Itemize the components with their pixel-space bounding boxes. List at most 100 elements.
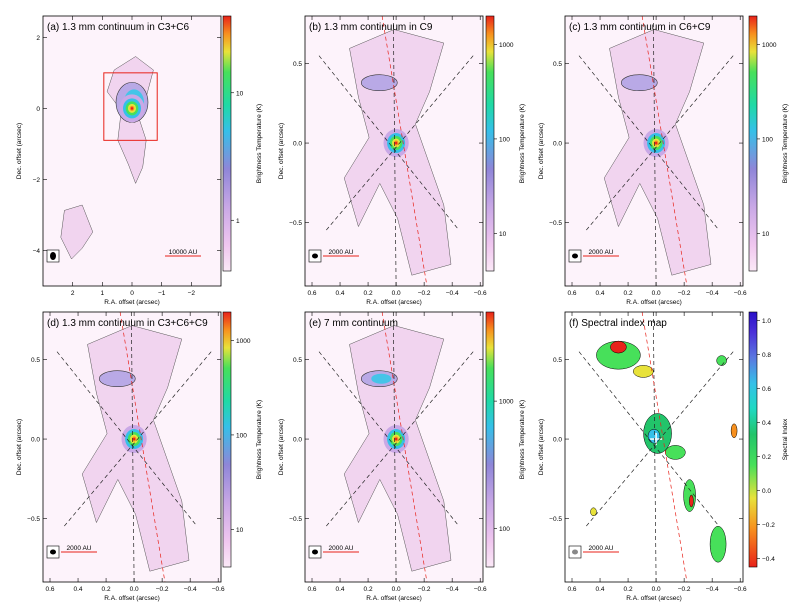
colorbar-tick-label: 0.6 [762,386,771,393]
cavity-dashed-line [392,311,397,583]
axes-frame [42,311,222,583]
spectral-index-patch [689,494,694,508]
beam-ellipse [312,549,318,555]
colorbar-tick-label: 0.2 [762,454,771,461]
y-tick-label: −2 [33,177,41,184]
cavity-dashed-line [325,55,474,231]
x-tick-label: 0.0 [652,586,661,593]
scalebar-label: 2000 AU [329,545,354,552]
x-tick-label: −0.4 [706,586,719,593]
spectral-index-patch [716,355,727,366]
colorbar-tick-label: 100 [499,136,510,143]
x-tick-label: 0.6 [567,290,576,297]
emission-lobe [98,370,136,388]
colorbar-tick-label: 1000 [762,42,777,49]
panel-a: 2 1 0 −1 −220−2−4R.A. offset (arcsec)Dec. of… [16,15,263,306]
x-tick-label: −0.2 [678,586,691,593]
colorbar-tick-label: 0.0 [762,488,771,495]
colorbar [485,311,495,568]
colorbar-label: Brightness Temperature (K) [782,104,789,183]
spectral-index-patch [633,365,654,378]
colorbar-tick-label: 10 [499,231,507,238]
y-tick-label: −0.5 [549,516,562,523]
colorbar-tick-label: 10 [236,527,244,534]
outflow-axis-line [641,15,688,287]
y-tick-label: 0.0 [553,437,562,444]
panel-title: (f) Spectral index map [569,318,667,329]
colorbar-tick-label: 10 [236,90,244,97]
x-tick-label: −0.6 [734,586,747,593]
emission-lobe [620,74,658,92]
emission-lobe [360,74,398,92]
x-tick-label: 0.6 [45,586,54,593]
spectral-index-patch [730,423,738,439]
x-tick-label: 0.0 [392,586,401,593]
x-tick-label: 0.6 [307,586,316,593]
panel-title: (b) 1.3 mm continuum in C9 [309,22,433,33]
colorbar-label: Spectral Index [782,418,789,460]
axes-frame [564,15,744,287]
scalebar-label: 10000 AU [169,249,198,256]
spectral-index-patch [590,507,597,517]
y-axis-label: Dec. offset (arcsec) [538,419,545,475]
y-tick-label: 0 [36,106,40,113]
axes-frame [304,311,484,583]
x-tick-label: −0.2 [418,586,431,593]
y-tick-label: −0.5 [289,220,302,227]
spectral-index-patch [647,428,661,444]
y-axis-label: Dec. offset (arcsec) [16,419,23,475]
colorbar-tick-label: 1.0 [762,318,771,325]
zoom-box [103,72,158,141]
emission-contour [60,204,94,260]
x-tick-label: 0.4 [596,290,605,297]
y-tick-label: 0.5 [553,61,562,68]
x-tick-label: 0.0 [130,586,139,593]
x-tick-label: 0.2 [364,290,373,297]
scalebar-label: 2000 AU [589,249,614,256]
x-tick-label: −0.6 [474,290,487,297]
x-axis-label: R.A. offset (arcsec) [366,299,422,306]
beam-ellipse [50,252,56,260]
spectral-index-patch [665,445,686,460]
panel-f: 0.6 0.4 0.2 0.0 −0.2 −0.4 −0.6 0.5 0.0 −0.5 R.A. o… [538,311,789,602]
colorbar-label: Brightness Temperature (K) [256,400,263,479]
x-axis-label: R.A. offset (arcsec) [104,299,160,306]
scalebar-label: 2000 AU [329,249,354,256]
outflow-axis-line [119,311,166,583]
cavity-dashed-line [130,311,135,583]
colorbar-tick-label: 100 [236,432,247,439]
core-contour [130,107,134,110]
y-tick-label: −0.5 [289,516,302,523]
cavity-dashed-line [325,351,474,527]
x-tick-label: −0.2 [418,290,431,297]
x-tick-label: 0.6 [307,290,316,297]
colorbar-tick-label: 1000 [236,338,251,345]
core-contour [132,437,136,441]
core-contour [394,141,398,145]
panel-title: (e) 7 mm continuum [309,318,398,329]
y-axis-label: Dec. offset (arcsec) [538,123,545,179]
colorbar [748,15,758,272]
cavity-dashed-line [578,351,720,527]
x-tick-label: 0.2 [102,586,111,593]
colorbar-tick-label: −0.4 [762,556,775,563]
x-tick-label: −0.6 [734,290,747,297]
outflow-axis-line [381,15,428,287]
y-tick-label: 0.0 [293,141,302,148]
y-axis-label: Dec. offset (arcsec) [278,419,285,475]
cavity-dashed-line [392,15,397,287]
colorbar-tick-label: 1000 [499,399,514,406]
panel-title: (d) 1.3 mm continuum in C3+C6+C9 [47,318,208,329]
colorbar-tick-label: −0.2 [762,522,775,529]
beam-ellipse [50,549,56,555]
y-tick-label: −0.5 [549,220,562,227]
cavity-dashed-line [578,55,720,231]
panel-title: (a) 1.3 mm continuum in C3+C6 [47,22,189,33]
colorbar-tick-label: 100 [762,136,773,143]
x-axis-label: R.A. offset (arcsec) [104,595,160,602]
x-tick-label: 0.4 [596,586,605,593]
x-tick-label: 0.4 [336,586,345,593]
colorbar [485,15,495,272]
x-axis-label: R.A. offset (arcsec) [626,299,682,306]
cavity-dashed-line [56,351,198,527]
